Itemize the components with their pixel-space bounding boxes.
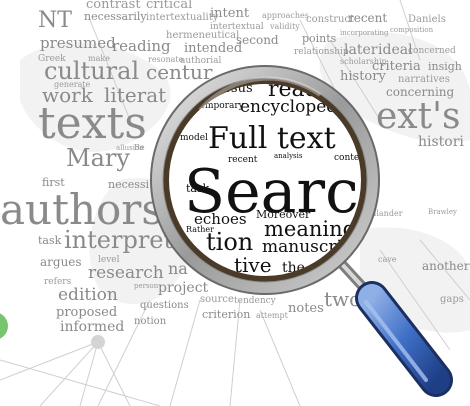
cloud-word: later bbox=[344, 42, 378, 58]
cloud-word: concerning bbox=[386, 85, 455, 99]
cloud-word: gaps bbox=[440, 294, 464, 305]
cloud-word: approaches bbox=[262, 11, 309, 20]
lens-word: model bbox=[180, 133, 208, 143]
cloud-word: project bbox=[158, 280, 209, 296]
cloud-word: ideal bbox=[378, 42, 413, 58]
cloud-word: generate bbox=[54, 80, 91, 89]
lens-word: temporary bbox=[196, 101, 245, 111]
cloud-word: authors bbox=[0, 185, 163, 234]
cloud-word: histori bbox=[418, 134, 464, 150]
cloud-word: critical bbox=[146, 0, 192, 12]
cloud-word: interpret bbox=[64, 226, 173, 254]
lens-word: task bbox=[186, 182, 210, 195]
lens-word: Full text bbox=[208, 121, 336, 156]
cloud-word: source bbox=[200, 294, 234, 305]
cloud-word: research bbox=[88, 263, 164, 283]
cloud-word: intertextual bbox=[210, 22, 264, 32]
map-background bbox=[20, 32, 470, 333]
cloud-word: second bbox=[236, 33, 279, 47]
cloud-word: refers bbox=[44, 277, 72, 287]
cloud-word: authorial bbox=[180, 56, 222, 66]
cloud-word: composition bbox=[390, 26, 434, 34]
cloud-word: construct bbox=[306, 14, 354, 25]
lens-word: Rather bbox=[186, 225, 214, 234]
cloud-word: cultural bbox=[44, 57, 139, 85]
cloud-word: reading bbox=[112, 37, 171, 55]
lens-word: echoes bbox=[194, 210, 247, 228]
cloud-word: insigh bbox=[428, 60, 462, 73]
cloud-word: first bbox=[42, 176, 65, 189]
cloud-word: argues bbox=[40, 255, 82, 269]
cloud-word: informed bbox=[60, 319, 124, 335]
lens-word: encycloped bbox=[240, 97, 337, 117]
cloud-word: centur bbox=[146, 60, 213, 84]
cloud-word: tendency bbox=[234, 296, 277, 306]
cloud-word: person bbox=[134, 282, 159, 290]
lens-word: meaning bbox=[264, 217, 356, 241]
cloud-word: allusion bbox=[116, 144, 144, 152]
cloud-word: necessarily bbox=[84, 10, 147, 23]
cloud-word: NT bbox=[38, 8, 72, 33]
cloud-word: another bbox=[422, 259, 470, 273]
cloud-word: Brawley bbox=[428, 208, 457, 216]
cloud-word: relationship bbox=[294, 47, 349, 57]
cloud-word: work bbox=[42, 83, 94, 107]
cloud-word: scholarship bbox=[340, 57, 387, 66]
lens-word: analysis bbox=[274, 152, 303, 160]
cloud-word: proposed bbox=[56, 305, 117, 320]
cloud-word: recent bbox=[348, 11, 387, 25]
magnifier-handle bbox=[335, 257, 453, 397]
lens-word: tion bbox=[206, 228, 253, 256]
cloud-word: questions bbox=[140, 300, 189, 311]
cloud-word: notion bbox=[134, 316, 167, 327]
cloud-word: presumed bbox=[40, 34, 116, 52]
cloud-word: hermeneutical bbox=[166, 30, 239, 41]
cloud-word: contrast bbox=[86, 0, 141, 12]
cloud-word: Greek bbox=[38, 54, 66, 64]
cloud-word: edition bbox=[58, 285, 118, 305]
lens-word: conte bbox=[334, 153, 359, 163]
cloud-word: Be bbox=[134, 143, 145, 152]
cloud-word: concerned bbox=[408, 46, 456, 56]
cloud-word: level bbox=[98, 255, 120, 265]
cloud-word: na bbox=[168, 259, 188, 278]
cloud-word: ext's bbox=[376, 96, 460, 137]
cloud-word: resonate bbox=[148, 55, 184, 64]
network-node bbox=[91, 335, 105, 349]
cloud-word: Hollander bbox=[362, 209, 403, 218]
cloud-word: incorporating bbox=[340, 29, 389, 37]
cloud-word: criterion bbox=[202, 308, 250, 321]
cloud-word: Daniels bbox=[408, 14, 446, 25]
cloud-word: cave bbox=[378, 255, 397, 264]
cloud-word: narratives bbox=[398, 74, 450, 85]
cloud-word: two bbox=[324, 287, 361, 311]
green-circle bbox=[0, 313, 8, 339]
lens-word: Moreover bbox=[256, 208, 311, 221]
cloud-word: notes bbox=[288, 301, 324, 316]
cloud-word: intertextuality bbox=[146, 12, 219, 23]
cloud-word: literat bbox=[104, 83, 166, 107]
cloud-word: intent bbox=[210, 6, 250, 21]
cloud-word: criteria bbox=[372, 59, 421, 74]
lens-word: recent bbox=[228, 155, 258, 165]
cloud-word: make bbox=[88, 54, 110, 63]
cloud-word: texts bbox=[38, 98, 147, 149]
cloud-word: Mary bbox=[66, 144, 130, 172]
cloud-word: necessi bbox=[108, 178, 150, 191]
cloud-word: attempt bbox=[256, 311, 289, 320]
lens-word: Searc bbox=[184, 157, 359, 227]
cloud-word: points bbox=[302, 32, 337, 45]
cloud-word: validity bbox=[269, 22, 300, 31]
cloud-word: history bbox=[340, 69, 386, 84]
cloud-word: intended bbox=[184, 41, 242, 56]
cloud-word: task bbox=[38, 234, 62, 247]
